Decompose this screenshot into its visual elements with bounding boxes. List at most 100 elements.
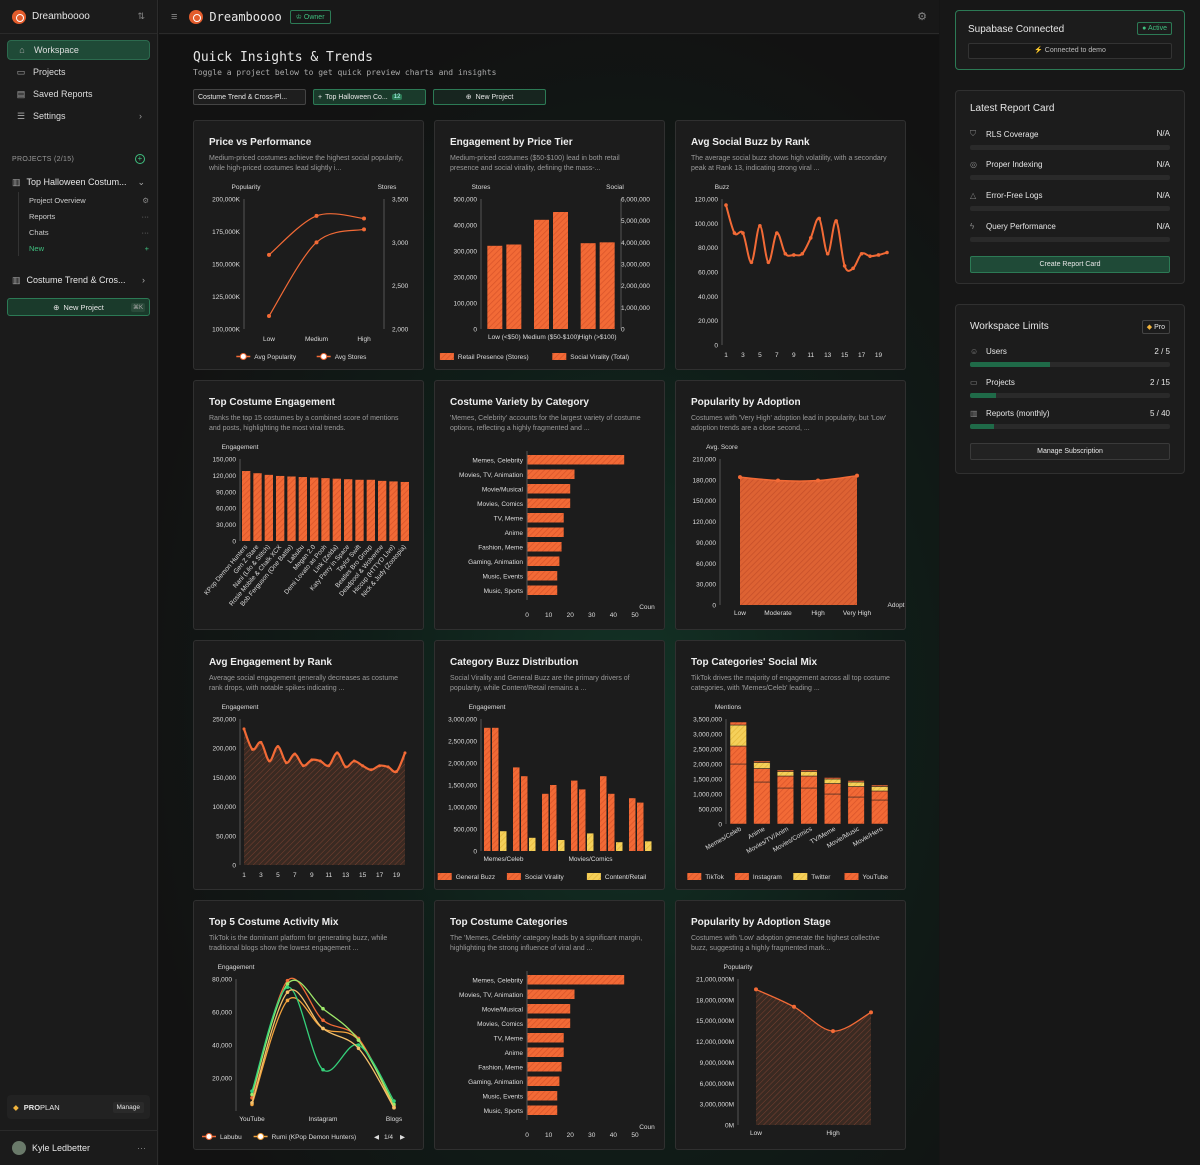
data-point [800,251,805,256]
data-point [378,764,382,768]
add-project-icon[interactable]: + [135,154,145,164]
legend-swatch [734,873,749,880]
chart-card[interactable]: Avg Social Buzz by Rank The average socia… [675,120,906,370]
connection-status[interactable]: ⚡ Connected to demo [968,43,1172,59]
subnav-reports[interactable]: Reports ··· [29,208,157,224]
main-nav: ⌂ Workspace ▭ Projects ▤ Saved Reports ☰ Set… [0,34,157,134]
y-tick-label: 1,500,000 [693,777,722,784]
report-row: ϟ Query Performance N/A [970,222,1170,242]
y-tick-label: 0 [718,822,722,829]
project-item-costume-trend[interactable]: ▥ Costume Trend & Cros... › [0,270,157,290]
bar [599,242,615,329]
supabase-title: Supabase Connected [968,24,1065,35]
chart-card[interactable]: Popularity by Adoption Costumes with 'Ver… [675,380,906,630]
axis-label: Avg. Score [706,444,738,451]
new-project-label: New Project [63,302,104,312]
data-point [869,1010,873,1015]
plan-name: PRO [23,1102,41,1112]
series-line [268,213,365,256]
data-point [285,985,290,990]
chart-card[interactable]: Avg Engagement by Rank Average social eng… [193,640,424,890]
bar [355,479,364,541]
bar [310,477,319,541]
y-tick-label: 2,500,000 [693,747,722,754]
chart-popularity-by-adoption-stage: Popularity 0M 3,000,000M 6,000,000M 9,000,00… [696,964,873,1137]
workspace-switcher[interactable]: Dreamboooo ⇅ [0,0,157,34]
chart-card[interactable]: Top Costume Engagement Ranks the top 15 c… [193,380,424,630]
bar [527,527,564,537]
data-point [321,1067,325,1072]
x-tick-label: Memes/Celeb [705,825,744,851]
axis-label: Movies, TV, Animation [459,472,523,479]
chart-category-buzz: Engagement 0 500,000 1,000,000 1,500,000 2,00… [437,704,652,881]
chart-card[interactable]: Engagement by Price Tier Medium-priced co… [434,120,665,370]
toggle-top-halloween[interactable]: + Top Halloween Co... 12 [313,89,426,105]
bar [513,767,520,851]
y-tick-label: 2,000,000 [621,283,650,290]
chart-card[interactable]: Popularity by Adoption Stage Costumes wit… [675,900,906,1150]
manage-subscription-button[interactable]: Manage Subscription [970,443,1170,460]
axis-label: 19 [875,352,883,359]
axis-label: Music, Events [483,1093,524,1100]
manage-plan-button[interactable]: Manage [112,1101,144,1113]
nav-workspace[interactable]: ⌂ Workspace [7,40,150,60]
user-name: Kyle Ledbetter [32,1143,91,1153]
y-tick-label: 200,000 [454,275,478,282]
chart-card[interactable]: Top Costume Categories The 'Memes, Celebr… [434,900,665,1150]
bar-segment [847,786,865,798]
axis-label: Low [263,336,275,343]
toggle-costume-trend[interactable]: Costume Trend & Cross-Pl... [193,89,306,105]
create-report-card-button[interactable]: Create Report Card [970,256,1170,273]
axis-label: 15 [359,872,367,879]
subnav-new[interactable]: New + [29,240,157,256]
data-point [314,240,319,245]
gear-icon[interactable]: ⚙ [917,11,927,23]
row-value: 5 / 40 [1149,409,1170,418]
axis-label: YouTube [239,1116,265,1123]
projects-header: PROJECTS (2/15) + [0,154,157,164]
legend-marker [320,353,328,360]
axis-label: Low [750,1130,762,1137]
legend-label: Content/Retail [605,874,647,881]
data-point [817,216,822,221]
chart-card[interactable]: Costume Variety by Category 'Memes, Celeb… [434,380,665,630]
bolt-icon: ϟ [970,222,975,231]
plus-icon[interactable]: + [144,243,149,253]
row-value: N/A [1156,129,1170,138]
sliders-icon: ☰ [16,110,26,121]
nav-saved-reports[interactable]: ▤ Saved Reports [7,84,150,104]
data-point [318,759,322,763]
nav-settings[interactable]: ☰ Settings › [7,106,150,126]
chart-card[interactable]: Top 5 Costume Activity Mix TikTok is the … [193,900,424,1150]
data-point [267,314,271,318]
y-tick-label: 9,000,000M [700,1060,734,1067]
project-item-halloween[interactable]: ▥ Top Halloween Costum... ⌄ [0,172,157,192]
y-tick-label: 0 [232,539,236,546]
more-icon[interactable]: ··· [141,227,150,237]
user-menu[interactable]: Kyle Ledbetter ··· [0,1130,158,1165]
row-value: 2 / 15 [1149,378,1170,387]
bar-segment [800,771,818,777]
nav-projects[interactable]: ▭ Projects [7,62,150,82]
axis-label: 1 [724,352,728,359]
chart-card[interactable]: Top Categories' Social Mix TikTok drives … [675,640,906,890]
more-icon[interactable]: ··· [141,211,150,221]
report-row: ◎ Proper Indexing N/A [970,160,1170,180]
new-project-button[interactable]: ⊕ New Project ⌘K [7,298,150,316]
more-icon[interactable]: ··· [137,1143,146,1153]
data-point [831,1029,835,1034]
gear-icon[interactable]: ⚙ [142,195,149,205]
subnav-project-overview[interactable]: Project Overview ⚙ [29,192,157,208]
chart-card[interactable]: Price vs Performance Medium-priced costum… [193,120,424,370]
chart-card[interactable]: Category Buzz Distribution Social Viralit… [434,640,665,890]
menu-icon[interactable]: ≡ [171,10,178,23]
toggle-new-project[interactable]: ⊕ New Project [433,89,546,105]
bar [571,780,578,851]
subnav-chats[interactable]: Chats ··· [29,224,157,240]
legend-swatch [793,873,808,880]
data-point [352,759,356,763]
bar [527,1062,562,1072]
axis-label: Moderate [764,610,792,617]
y-tick-label: 180,000 [693,477,717,484]
bar-segment [871,784,889,787]
